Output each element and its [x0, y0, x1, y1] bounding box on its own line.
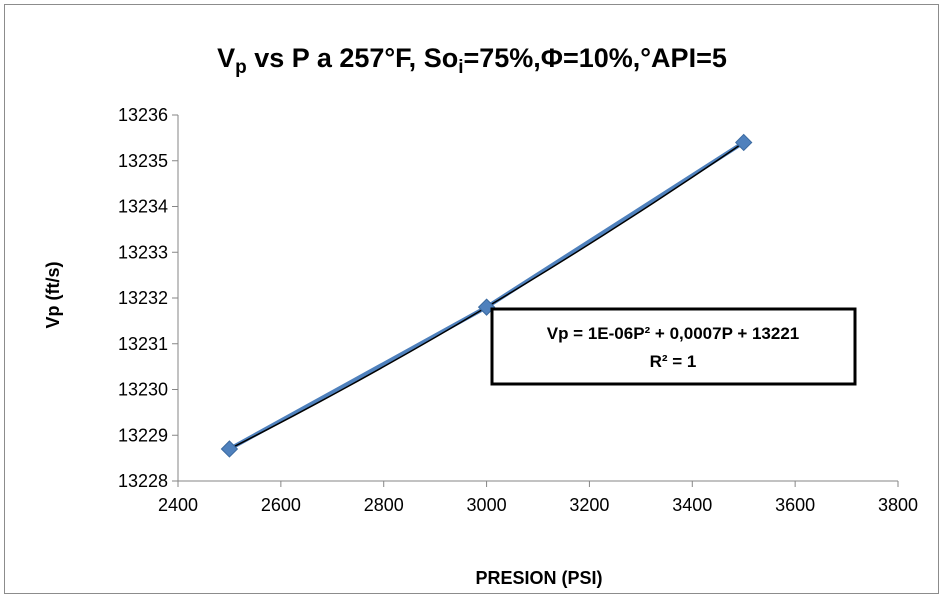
series-line — [228, 140, 745, 451]
data-point-marker — [735, 133, 753, 152]
title-part-rest: =75%,Φ=10%,°API=5 — [463, 43, 726, 73]
chart-canvas: Vp vs P a 257°F, Soi=75%,Φ=10%,°API=5 13… — [43, 43, 918, 588]
y-tick-label: 13234 — [118, 197, 168, 217]
chart-frame: Vp vs P a 257°F, Soi=75%,Φ=10%,°API=5 13… — [4, 4, 939, 594]
y-tick-label: 13232 — [118, 288, 168, 308]
x-tick-label: 2600 — [261, 495, 301, 515]
x-tick-label: 3800 — [878, 495, 918, 515]
trendline-equation-box: Vp = 1E-06P² + 0,0007P + 13221 R² = 1 — [490, 307, 857, 386]
x-tick-label: 2800 — [364, 495, 404, 515]
chart-title: Vp vs P a 257°F, Soi=75%,Φ=10%,°API=5 — [217, 43, 727, 78]
y-tick-label: 13229 — [118, 425, 168, 445]
x-tick-label: 3600 — [775, 495, 815, 515]
x-axis-label: PRESION (PSI) — [475, 568, 602, 588]
y-tick-label: 13231 — [118, 334, 168, 354]
y-tick-label: 13230 — [118, 380, 168, 400]
y-tick-label: 13228 — [118, 471, 168, 491]
x-tick-label: 3000 — [467, 495, 507, 515]
y-tick-label: 13236 — [118, 105, 168, 125]
equation-box-border — [490, 307, 857, 386]
trendline-r-squared: R² = 1 — [650, 352, 697, 371]
trendline-equation: Vp = 1E-06P² + 0,0007P + 13221 — [547, 324, 800, 343]
title-subscript-p: p — [235, 57, 247, 78]
title-part-main: vs P a 257°F, So — [247, 43, 458, 73]
title-part-v: V — [217, 43, 235, 73]
trendline — [229, 141, 745, 450]
title-subscript-i: i — [458, 57, 463, 78]
x-tick-label: 3200 — [569, 495, 609, 515]
plot-area: 13228 13229 13230 13231 13232 13233 13234 13235… — [118, 105, 918, 515]
y-tick-label: 13233 — [118, 242, 168, 262]
x-tick-label: 2400 — [158, 495, 198, 515]
y-axis-label: Vp (ft/s) — [43, 262, 63, 329]
data-point-marker — [220, 440, 239, 458]
x-tick-label: 3400 — [672, 495, 712, 515]
y-tick-label: 13235 — [118, 151, 168, 171]
